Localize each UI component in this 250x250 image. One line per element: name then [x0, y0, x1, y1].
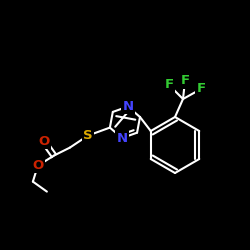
Text: F: F — [196, 82, 205, 96]
Text: N: N — [122, 100, 134, 113]
Text: S: S — [83, 129, 93, 142]
Text: O: O — [32, 159, 44, 172]
Text: F: F — [180, 74, 190, 88]
Text: F: F — [164, 78, 173, 92]
Text: O: O — [38, 135, 50, 148]
Text: N: N — [116, 132, 128, 144]
